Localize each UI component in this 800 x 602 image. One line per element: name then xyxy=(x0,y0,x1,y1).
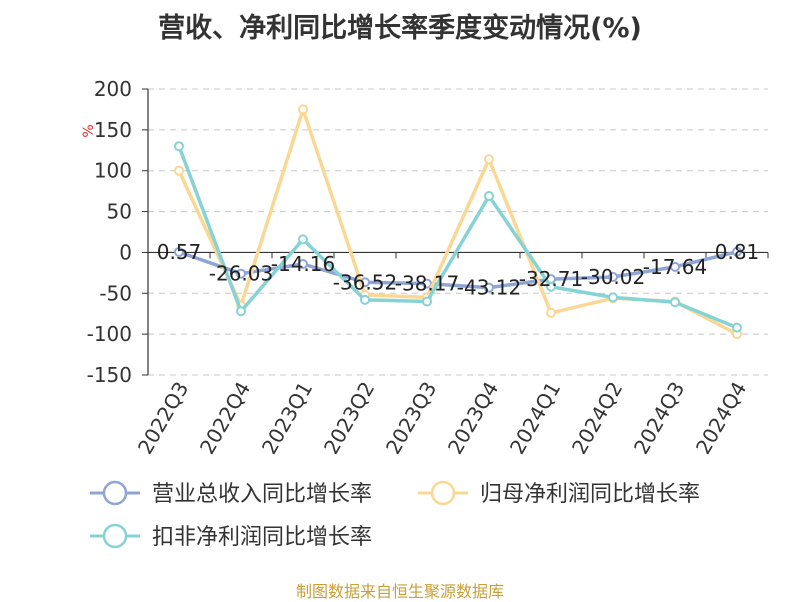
legend-item: 扣非净利润同比增长率 xyxy=(90,523,372,550)
x-tick-label: 2023Q3 xyxy=(381,378,441,459)
y-tick-label: 0 xyxy=(119,240,132,264)
grid-lines xyxy=(148,88,768,376)
data-point xyxy=(484,154,494,165)
series-lines xyxy=(174,104,742,340)
data-label: -36.52 xyxy=(333,270,397,294)
data-point xyxy=(608,271,618,282)
legend-item: 归母净利润同比增长率 xyxy=(418,480,700,507)
x-tick-label: 2024Q1 xyxy=(505,378,565,459)
data-point xyxy=(174,141,184,152)
data-point xyxy=(298,104,308,115)
data-point xyxy=(732,322,742,333)
y-tick-label: 50 xyxy=(107,200,132,224)
data-point xyxy=(174,165,184,176)
data-label: -43.12 xyxy=(457,276,521,300)
series-line xyxy=(177,145,738,330)
data-label: -17.64 xyxy=(643,255,707,279)
series-line xyxy=(178,250,738,290)
data-point xyxy=(236,268,246,279)
data-label: 0.81 xyxy=(715,240,760,264)
x-tick-label: 2023Q2 xyxy=(319,378,379,459)
y-tick-label: -150 xyxy=(87,363,132,387)
y-tick-label: 100 xyxy=(94,159,132,183)
data-point xyxy=(546,307,556,318)
data-point xyxy=(670,297,680,308)
y-tick-label: 200 xyxy=(94,77,132,101)
legend-marker xyxy=(430,480,456,506)
data-label: 0.57 xyxy=(157,240,202,264)
y-axis-label: % xyxy=(81,124,97,137)
x-tick-label: 2023Q1 xyxy=(257,378,317,459)
y-tick-label: -100 xyxy=(87,322,132,346)
legend-marker xyxy=(102,523,128,549)
data-point xyxy=(484,282,494,293)
legend-label: 营业总收入同比增长率 xyxy=(152,482,372,507)
data-point xyxy=(360,294,370,305)
data-point xyxy=(484,191,494,202)
legend-item: 营业总收入同比增长率 xyxy=(90,480,372,507)
data-label: -30.02 xyxy=(581,265,645,289)
legend-marker xyxy=(102,480,128,506)
x-tick-label: 2022Q3 xyxy=(133,378,193,459)
data-point xyxy=(422,278,432,289)
legend-label: 归母净利润同比增长率 xyxy=(480,482,700,507)
data-label: -32.71 xyxy=(519,267,583,291)
data-label: -26.03 xyxy=(209,262,273,286)
x-tick-label: 2022Q4 xyxy=(195,378,255,459)
data-point xyxy=(298,234,308,245)
data-labels: 0.57 -26.03-14.16-36.52-38.17-43.12-32.71… xyxy=(157,240,760,300)
data-point xyxy=(670,261,680,272)
x-tick-label: 2023Q4 xyxy=(443,378,503,459)
data-label: -14.16 xyxy=(271,252,335,276)
x-tick-label: 2024Q2 xyxy=(567,378,627,459)
y-tick-label: -50 xyxy=(99,281,132,305)
data-point xyxy=(422,296,432,307)
data-point xyxy=(732,246,742,257)
source-note: 制图数据来自恒生聚源数据库 xyxy=(295,582,504,601)
x-tick-label: 2024Q4 xyxy=(691,378,751,459)
data-point xyxy=(546,281,556,292)
data-point xyxy=(608,292,618,303)
x-tick-label: 2024Q3 xyxy=(629,378,689,459)
y-tick-label: 150 xyxy=(94,118,132,142)
data-point xyxy=(236,306,246,317)
data-point xyxy=(174,246,184,257)
data-point xyxy=(298,258,308,269)
chart-title: 营收、净利同比增长率季度变动情况(%) xyxy=(158,13,642,44)
data-label: -38.17 xyxy=(395,272,459,296)
legend-label: 扣非净利润同比增长率 xyxy=(152,525,372,550)
